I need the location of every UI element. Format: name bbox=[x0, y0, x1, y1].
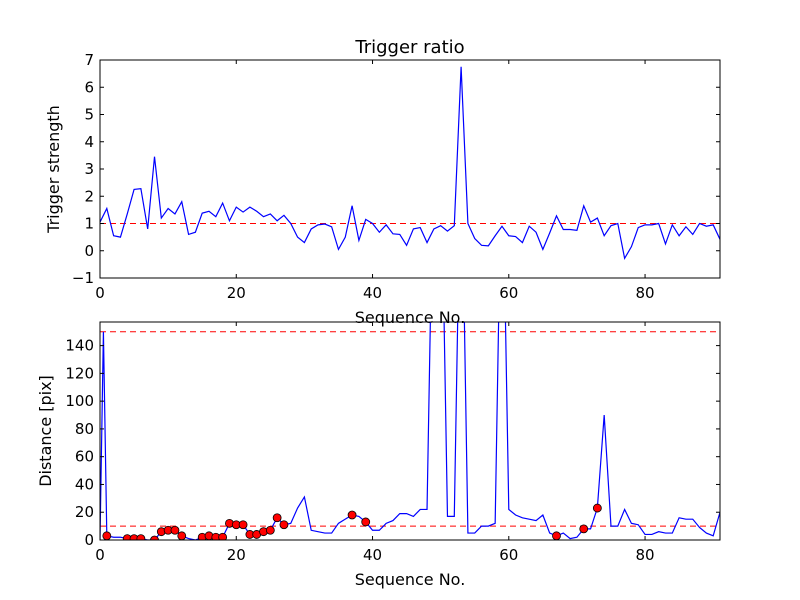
x-axis-ticks: 0 20 40 60 80 bbox=[95, 322, 655, 564]
marker-point bbox=[218, 532, 228, 540]
x-axis-label: Sequence No. bbox=[355, 570, 466, 589]
y-axis-ticks: −1 0 1 2 3 4 5 6 7 bbox=[72, 51, 720, 287]
series-line-distance bbox=[100, 322, 720, 540]
plot-frame bbox=[99, 321, 721, 541]
x-axis-ticks: 0 20 40 60 80 bbox=[95, 60, 655, 302]
series-line-trigger-strength bbox=[100, 66, 720, 261]
marker-point bbox=[272, 513, 282, 523]
x-tick-label: 80 bbox=[636, 546, 655, 564]
x-tick-label: 40 bbox=[363, 284, 382, 302]
y-tick-label: 7 bbox=[84, 51, 94, 69]
y-tick-label: 20 bbox=[75, 503, 94, 521]
y-tick-label: 2 bbox=[84, 187, 94, 205]
x-tick-label: 20 bbox=[227, 284, 246, 302]
marker-point bbox=[136, 534, 146, 540]
x-tick-label: 40 bbox=[363, 546, 382, 564]
x-axis-label: Sequence No. bbox=[355, 308, 466, 327]
marker-point bbox=[102, 531, 112, 540]
y-tick-label: 5 bbox=[84, 106, 94, 124]
distance-chart: 0 20 40 60 80 0 20 40 60 80 100 120 140 Sequence No… bbox=[36, 321, 721, 589]
marker-point bbox=[177, 531, 187, 540]
marker-point bbox=[238, 520, 248, 530]
marker-point bbox=[579, 524, 589, 534]
selected-points bbox=[102, 503, 602, 540]
y-tick-label: 120 bbox=[65, 364, 94, 382]
plot-frame bbox=[99, 59, 721, 279]
y-tick-label: 60 bbox=[75, 448, 94, 466]
y-tick-label: −1 bbox=[72, 269, 94, 287]
marker-point bbox=[592, 503, 602, 513]
marker-point bbox=[170, 525, 180, 535]
marker-point bbox=[552, 531, 561, 540]
y-tick-label: 0 bbox=[84, 531, 94, 549]
y-tick-label: 1 bbox=[84, 215, 94, 233]
y-axis-ticks: 0 20 40 60 80 100 120 140 bbox=[65, 337, 720, 549]
y-tick-label: 100 bbox=[65, 392, 94, 410]
marker-point bbox=[265, 525, 275, 535]
marker-point bbox=[279, 520, 289, 530]
y-axis-label: Trigger strength bbox=[44, 105, 63, 234]
x-tick-label: 0 bbox=[95, 284, 105, 302]
y-tick-label: 4 bbox=[84, 133, 94, 151]
y-axis-label: Distance [pix] bbox=[36, 375, 55, 487]
x-tick-label: 80 bbox=[636, 284, 655, 302]
x-tick-label: 20 bbox=[227, 546, 246, 564]
x-tick-label: 60 bbox=[499, 546, 518, 564]
y-tick-label: 0 bbox=[84, 242, 94, 260]
marker-point bbox=[150, 535, 159, 540]
x-tick-label: 60 bbox=[499, 284, 518, 302]
y-tick-label: 3 bbox=[84, 160, 94, 178]
y-tick-label: 40 bbox=[75, 475, 94, 493]
y-tick-label: 6 bbox=[84, 78, 94, 96]
y-tick-label: 80 bbox=[75, 420, 94, 438]
y-tick-label: 140 bbox=[65, 337, 94, 355]
x-tick-label: 0 bbox=[95, 546, 105, 564]
marker-point bbox=[361, 517, 371, 527]
marker-point bbox=[347, 510, 357, 520]
chart-title: Trigger ratio bbox=[354, 37, 464, 58]
